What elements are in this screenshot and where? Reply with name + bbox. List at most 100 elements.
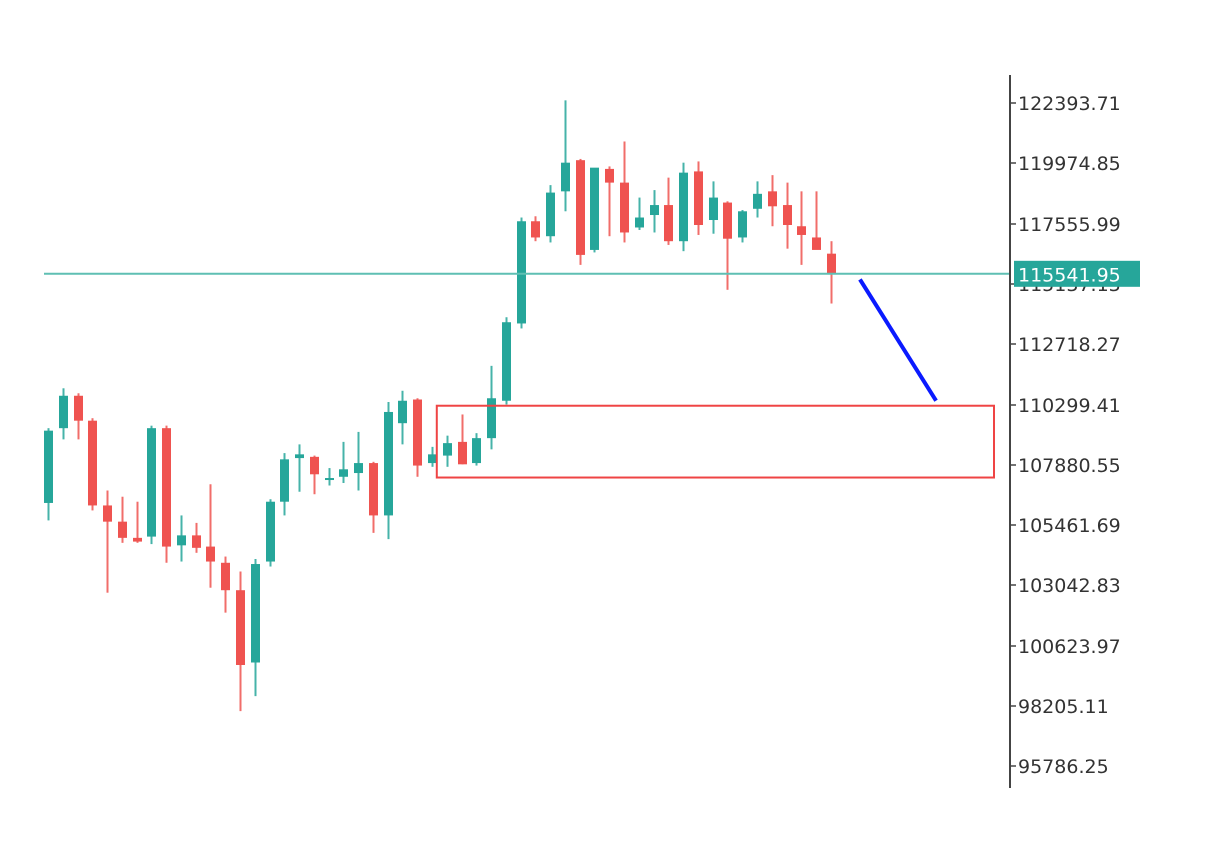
bearish-candle[interactable] (206, 484, 215, 588)
bearish-candle[interactable] (531, 216, 540, 242)
bearish-candle[interactable] (103, 490, 112, 593)
bearish-candle[interactable] (369, 461, 378, 533)
bullish-candle[interactable] (502, 317, 511, 405)
price-tick-label: 98205.11 (1018, 696, 1109, 718)
bullish-candle[interactable] (561, 100, 570, 212)
candle-body (517, 221, 526, 324)
bullish-candle[interactable] (487, 365, 496, 450)
candle-body (88, 420, 97, 506)
demand-zone-rectangle[interactable] (435, 404, 996, 479)
price-tick-label: 95786.25 (1018, 756, 1109, 778)
candle-body (620, 182, 629, 233)
bearish-candle[interactable] (413, 398, 422, 477)
bullish-candle[interactable] (354, 431, 363, 491)
bearish-candle[interactable] (664, 177, 673, 245)
candle-body (162, 428, 171, 547)
candle-body (502, 322, 511, 401)
bullish-candle[interactable] (295, 444, 304, 492)
bullish-candle[interactable] (44, 428, 53, 521)
candle-body (723, 202, 732, 239)
price-tick-label: 100623.97 (1018, 636, 1121, 658)
candle-body (310, 456, 319, 475)
candle-body (635, 217, 644, 228)
candle-body (650, 205, 659, 216)
bearish-candle[interactable] (236, 571, 245, 712)
price-tick-label: 117555.99 (1018, 214, 1121, 236)
candle-body (206, 546, 215, 562)
candle-body (236, 590, 245, 665)
candle-body (797, 226, 806, 235)
candle-body (59, 395, 68, 429)
candle-body (443, 443, 452, 456)
bullish-candle[interactable] (635, 197, 644, 230)
bullish-candle[interactable] (650, 190, 659, 233)
bullish-candle[interactable] (679, 162, 688, 252)
bearish-candle[interactable] (605, 166, 614, 237)
bearish-candle[interactable] (88, 418, 97, 511)
candle-body (354, 463, 363, 474)
bullish-candle[interactable] (443, 435, 452, 467)
price-tick-label: 122393.71 (1018, 93, 1121, 115)
bearish-candle[interactable] (192, 522, 201, 553)
candle-body (133, 537, 142, 542)
bullish-candle[interactable] (590, 167, 599, 253)
candle-body (369, 463, 378, 516)
candle-body (531, 221, 540, 238)
bullish-candle[interactable] (472, 433, 481, 466)
bullish-candle[interactable] (280, 453, 289, 516)
bearish-candle[interactable] (812, 191, 821, 250)
bullish-candle[interactable] (709, 181, 718, 234)
bullish-candle[interactable] (251, 559, 260, 697)
candle-body (384, 411, 393, 516)
candle-body (44, 430, 53, 503)
bearish-candle[interactable] (162, 425, 171, 563)
bearish-candle[interactable] (576, 158, 585, 265)
candle-body (458, 441, 467, 465)
candle-body (147, 428, 156, 537)
bullish-candle[interactable] (59, 388, 68, 440)
candle-body (413, 399, 422, 466)
bullish-candle[interactable] (738, 210, 747, 243)
price-axis[interactable]: 122393.71119974.85117555.99115137.131127… (1009, 75, 1140, 788)
candle-body (546, 192, 555, 237)
bearish-candle[interactable] (133, 501, 142, 543)
price-tick-label: 110299.41 (1018, 395, 1121, 417)
bearish-candle[interactable] (768, 175, 777, 227)
bearish-candle[interactable] (458, 414, 467, 465)
current-price-badge: 115541.95 (1014, 260, 1140, 287)
bullish-candle[interactable] (428, 446, 437, 467)
bearish-candle[interactable] (310, 455, 319, 495)
bearish-candle[interactable] (723, 201, 732, 290)
bearish-candle[interactable] (827, 241, 836, 304)
bearish-candle[interactable] (74, 393, 83, 440)
candle-body (753, 193, 762, 209)
candle-body (192, 535, 201, 548)
bullish-candle[interactable] (266, 499, 275, 567)
candle-body (768, 191, 777, 207)
bearish-candle[interactable] (118, 496, 127, 543)
bearish-candle[interactable] (620, 141, 629, 243)
bullish-candle[interactable] (546, 185, 555, 243)
bullish-candle[interactable] (325, 468, 334, 486)
bullish-candle[interactable] (398, 390, 407, 445)
bearish-candle[interactable] (694, 161, 703, 235)
bearish-candle[interactable] (783, 182, 792, 249)
candle-body (576, 160, 585, 255)
candle-body (738, 211, 747, 238)
candle-body (590, 167, 599, 250)
candle-body (325, 478, 334, 481)
bullish-candle[interactable] (753, 181, 762, 218)
candle-body (398, 400, 407, 424)
candle-body (428, 454, 437, 464)
candle-body (694, 171, 703, 225)
bullish-candle[interactable] (339, 441, 348, 484)
bullish-candle[interactable] (147, 425, 156, 545)
candle-body (339, 469, 348, 477)
bearish-projection-line[interactable] (858, 278, 938, 402)
bullish-candle[interactable] (177, 515, 186, 562)
bearish-candle[interactable] (221, 556, 230, 613)
bearish-candle[interactable] (797, 191, 806, 265)
bullish-candle[interactable] (384, 401, 393, 540)
